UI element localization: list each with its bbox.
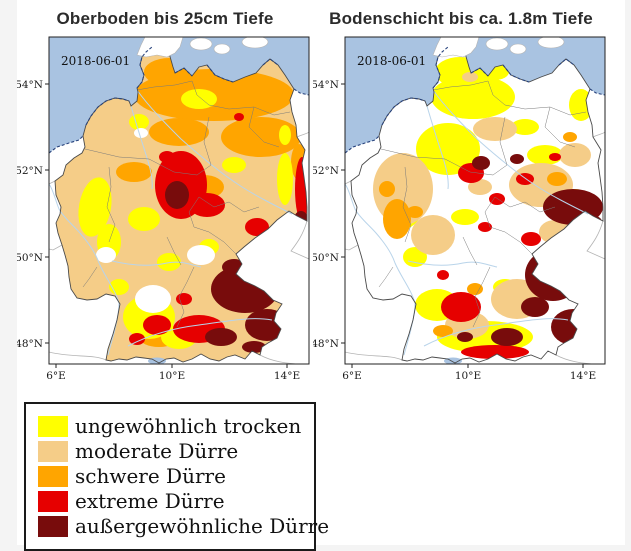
lat-tick-label: 48°N <box>313 338 339 350</box>
lat-tick-label: 54°N <box>17 79 43 91</box>
lat-tick-label: 54°N <box>313 79 339 91</box>
legend-label: schwere Dürre <box>75 464 226 488</box>
legend-item: moderate Dürre <box>38 439 308 464</box>
lon-tick-label: 10°E <box>159 370 185 382</box>
right-map-title: Bodenschicht bis ca. 1.8m Tiefe <box>329 9 593 28</box>
lon-tick-label: 10°E <box>455 370 481 382</box>
legend-swatch-red <box>38 491 68 512</box>
legend-swatch-darkred <box>38 516 68 537</box>
legend-label: außergewöhnliche Dürre <box>75 514 330 538</box>
topsoil-drought-map: 2018-06-01 54°N 52°N 50°N 48°N 6°E 10°E … <box>17 36 310 382</box>
date-label: 2018-06-01 <box>61 54 130 68</box>
lat-tick-label: 52°N <box>313 165 339 177</box>
lat-tick-label: 52°N <box>17 165 43 177</box>
lon-tick-label: 14°E <box>274 370 300 382</box>
date-label: 2018-06-01 <box>357 54 426 68</box>
legend-swatch-orange <box>38 466 68 487</box>
plot-frame <box>344 36 606 365</box>
titles-row: Oberboden bis 25cm Tiefe Bodenschicht bi… <box>17 0 625 29</box>
legend-item: außergewöhnliche Dürre <box>38 514 329 539</box>
legend-swatch-tan <box>38 441 68 462</box>
map-panel-topsoil: 2018-06-01 54°N 52°N 50°N 48°N 6°E 10°E … <box>17 29 313 389</box>
axis-ticks <box>45 83 288 368</box>
lat-tick-label: 50°N <box>17 252 43 264</box>
lon-tick-label: 14°E <box>570 370 596 382</box>
maps-row: 2018-06-01 54°N 52°N 50°N 48°N 6°E 10°E … <box>17 29 625 389</box>
legend-label: extreme Dürre <box>75 489 225 513</box>
legend-item: extreme Dürre <box>38 489 308 514</box>
lat-tick-label: 50°N <box>313 252 339 264</box>
left-map-title: Oberboden bis 25cm Tiefe <box>56 9 274 28</box>
legend-item: schwere Dürre <box>38 464 308 489</box>
legend-label: ungewöhnlich trocken <box>75 414 302 438</box>
legend-item: ungewöhnlich trocken <box>38 414 308 439</box>
legend-swatch-yellow <box>38 416 68 437</box>
legend: ungewöhnlich trocken moderate Dürre schw… <box>24 402 329 551</box>
legend-label: moderate Dürre <box>75 439 239 463</box>
plot-frame <box>48 36 310 365</box>
map-panel-fullsoil: 2018-06-01 54°N 52°N 50°N 48°N 6°E 10°E … <box>313 29 609 389</box>
lat-tick-label: 48°N <box>17 338 43 350</box>
fullsoil-drought-map: 2018-06-01 54°N 52°N 50°N 48°N 6°E 10°E … <box>313 36 606 382</box>
lon-tick-label: 6°E <box>46 370 66 382</box>
figure-container: Oberboden bis 25cm Tiefe Bodenschicht bi… <box>17 0 625 551</box>
axis-ticks <box>341 83 584 368</box>
lon-tick-label: 6°E <box>342 370 362 382</box>
